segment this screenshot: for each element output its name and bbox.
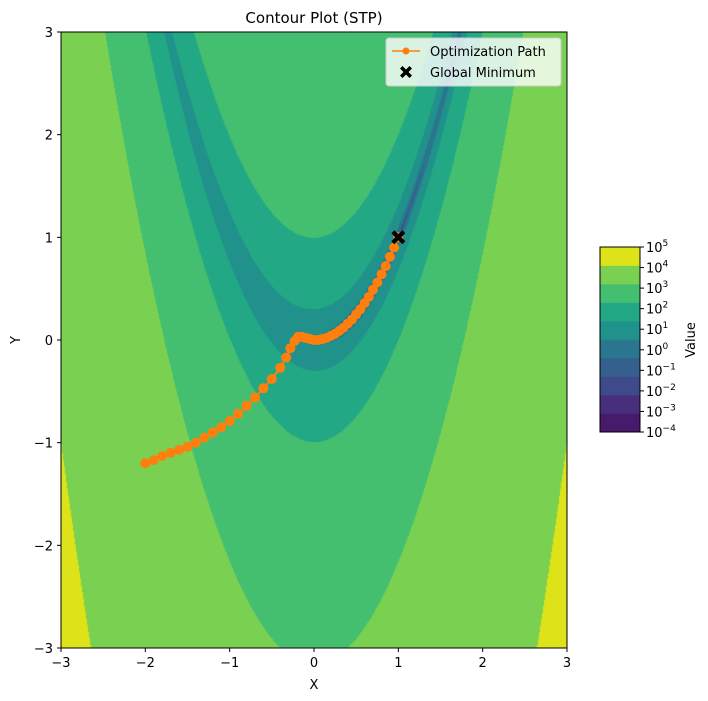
optimization-path-point — [207, 427, 218, 438]
global-minimum-layer — [391, 230, 406, 245]
x-tick-label: 2 — [479, 656, 487, 671]
legend: Optimization Path Global Minimum — [385, 37, 562, 87]
y-axis: −3 −2 −1 0 1 2 3 — [34, 26, 61, 657]
chart-title: Contour Plot (STP) — [245, 9, 382, 27]
optimization-path-point — [224, 416, 235, 427]
colorbar-tick-label: 10−3 — [646, 403, 676, 420]
optimization-path-point — [199, 432, 210, 443]
colorbar-segment — [600, 395, 640, 414]
y-tick-label: 2 — [45, 129, 53, 144]
x-tick-label: 3 — [563, 656, 571, 671]
optimization-path-point — [174, 444, 185, 455]
colorbar-tick-label: 105 — [646, 239, 668, 256]
colorbar-segment — [600, 265, 640, 285]
colorbar-tick-label: 103 — [646, 280, 668, 297]
optimization-path-point — [275, 362, 286, 373]
x-tick-label: −2 — [136, 656, 155, 671]
legend-label-optimization-path: Optimization Path — [430, 45, 546, 60]
optimization-path-point — [281, 352, 292, 363]
y-tick-label: 3 — [45, 26, 53, 41]
legend-label-global-minimum: Global Minimum — [430, 66, 536, 81]
optimization-path-point — [140, 458, 151, 469]
optimization-path-point — [376, 269, 387, 280]
optimization-path-point — [266, 374, 277, 384]
x-axis: −3 −2 −1 0 1 2 3 — [51, 648, 571, 671]
optimization-path-point — [380, 261, 391, 272]
colorbar-segment — [600, 321, 640, 340]
colorbar-segment — [600, 376, 640, 396]
x-tick-label: −3 — [51, 656, 70, 671]
optimization-path-point — [389, 242, 400, 253]
optimization-path-point — [368, 284, 378, 295]
legend-marker-optimization-path — [402, 47, 410, 55]
colorbar-segment — [600, 358, 640, 377]
optimization-path-point — [372, 277, 383, 288]
colorbar-tick-label: 101 — [646, 321, 668, 338]
colorbar-segment — [600, 302, 640, 322]
colorbar-segment — [600, 247, 640, 266]
y-tick-label: −1 — [34, 437, 53, 452]
optimization-path-point — [157, 451, 168, 461]
optimization-path-point — [165, 447, 176, 458]
y-tick-label: −2 — [34, 539, 53, 554]
colorbar-segment — [600, 413, 640, 433]
colorbar-tick-label: 104 — [646, 260, 669, 277]
optimization-path-point — [216, 422, 227, 433]
optimization-path-point — [241, 400, 252, 411]
optimization-path-point — [258, 383, 269, 394]
x-tick-label: 1 — [394, 656, 402, 671]
colorbar: 105 104 103 102 101 100 10−1 10−2 10−3 10−4 — [599, 239, 676, 441]
x-tick-label: −1 — [220, 656, 239, 671]
colorbar-segment — [600, 339, 640, 359]
optimization-path-point — [250, 392, 260, 403]
colorbar-tick-label: 10−2 — [646, 383, 676, 400]
colorbar-tick-label: 10−4 — [646, 424, 676, 441]
colorbar-tick-label: 102 — [646, 301, 668, 318]
x-tick-label: 0 — [310, 656, 318, 671]
y-tick-label: 1 — [45, 231, 53, 246]
global-minimum-marker — [391, 230, 406, 245]
optimization-path-point — [148, 455, 159, 466]
legend-box — [385, 37, 562, 87]
y-tick-label: 0 — [45, 334, 53, 349]
y-axis-label: Y — [9, 336, 24, 345]
optimization-path-point — [384, 251, 395, 262]
colorbar-frame — [599, 246, 641, 433]
colorbar-label: Value — [684, 322, 699, 358]
y-tick-label: −3 — [34, 642, 53, 657]
optimization-path-layer — [140, 232, 404, 469]
colorbar-segment — [600, 284, 640, 303]
colorbar-tick-label: 100 — [646, 342, 669, 359]
x-axis-label: X — [310, 678, 319, 693]
optimization-path-point — [182, 441, 193, 452]
optimization-path-point — [233, 408, 244, 419]
legend-marker-global-minimum — [400, 66, 412, 78]
colorbar-tick-label: 10−1 — [646, 362, 676, 379]
optimization-path-point — [190, 437, 201, 448]
